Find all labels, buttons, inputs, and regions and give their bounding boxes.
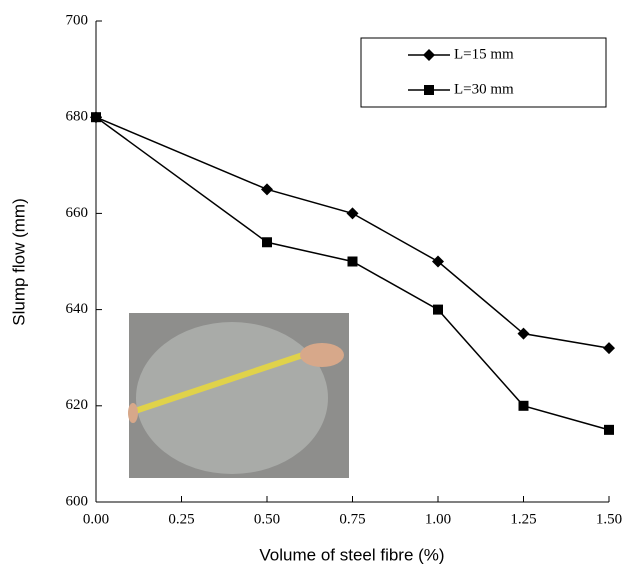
chart: Volume of steel fibre (%) Slump flow (mm…	[0, 0, 628, 571]
x-tick-label: 1.50	[596, 511, 622, 527]
y-tick-label: 620	[66, 397, 89, 413]
marker	[348, 257, 358, 267]
legend-label: L=15 mm	[454, 46, 514, 62]
marker	[604, 425, 614, 435]
legend-label: L=30 mm	[454, 81, 514, 97]
x-tick-label: 0.25	[168, 511, 194, 527]
marker	[424, 85, 434, 95]
x-tick-label: 1.00	[425, 511, 451, 527]
x-tick-label: 1.25	[510, 511, 536, 527]
y-axis-label: Slump flow (mm)	[9, 198, 28, 326]
marker	[433, 305, 443, 315]
y-tick-label: 660	[66, 205, 89, 221]
x-tick-label: 0.75	[339, 511, 365, 527]
y-tick-label: 700	[66, 12, 89, 28]
marker	[603, 342, 615, 354]
y-tick-label: 640	[66, 301, 89, 317]
inset-photo	[128, 313, 349, 478]
marker	[519, 401, 529, 411]
marker	[347, 207, 359, 219]
marker	[262, 237, 272, 247]
y-tick-label: 600	[66, 493, 89, 509]
y-tick-label: 680	[66, 109, 89, 125]
x-axis-label: Volume of steel fibre (%)	[259, 545, 444, 564]
marker	[91, 112, 101, 122]
marker	[261, 183, 273, 195]
x-tick-label: 0.50	[254, 511, 280, 527]
x-tick-label: 0.00	[83, 511, 109, 527]
